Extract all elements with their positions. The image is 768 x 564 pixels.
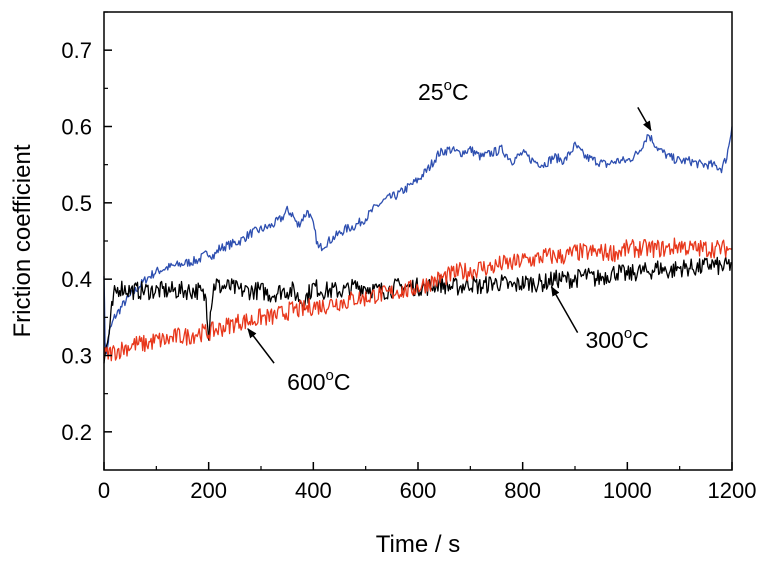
annotation-label: 25oC	[418, 77, 469, 105]
y-tick-label: 0.5	[61, 191, 92, 216]
x-tick-label: 600	[400, 478, 437, 503]
ticks-layer: 0 200 400 600 800 1000 1200 0.2 0.3 0.4 0.5 0.6 0.7	[61, 11, 757, 503]
series-line-2	[103, 237, 733, 362]
series-line-1	[103, 256, 733, 364]
y-tick-label: 0.7	[61, 38, 92, 63]
y-tick-label: 0.2	[61, 420, 92, 445]
series-layer	[103, 126, 733, 364]
annotation-label: 300oC	[585, 325, 648, 353]
x-tick-label: 1200	[708, 478, 757, 503]
annotations-layer: 25oC 300oC 600oC	[247, 77, 652, 395]
x-tick-label: 1000	[603, 478, 652, 503]
series-line-0	[103, 126, 733, 355]
y-tick-label: 0.4	[61, 267, 92, 292]
x-tick-label: 0	[98, 478, 110, 503]
y-tick-label: 0.3	[61, 344, 92, 369]
annotation-arrow	[637, 107, 652, 132]
x-tick-label: 400	[295, 478, 332, 503]
y-axis-title: Friction coefficient	[9, 144, 36, 337]
y-tick-label: 0.6	[61, 115, 92, 140]
x-axis-title: Time / s	[376, 531, 460, 558]
annotation-arrow	[550, 285, 579, 333]
annotation-arrow	[247, 327, 275, 364]
x-tick-label: 200	[190, 478, 227, 503]
annotation-label: 600oC	[287, 367, 350, 395]
x-tick-label: 800	[504, 478, 541, 503]
